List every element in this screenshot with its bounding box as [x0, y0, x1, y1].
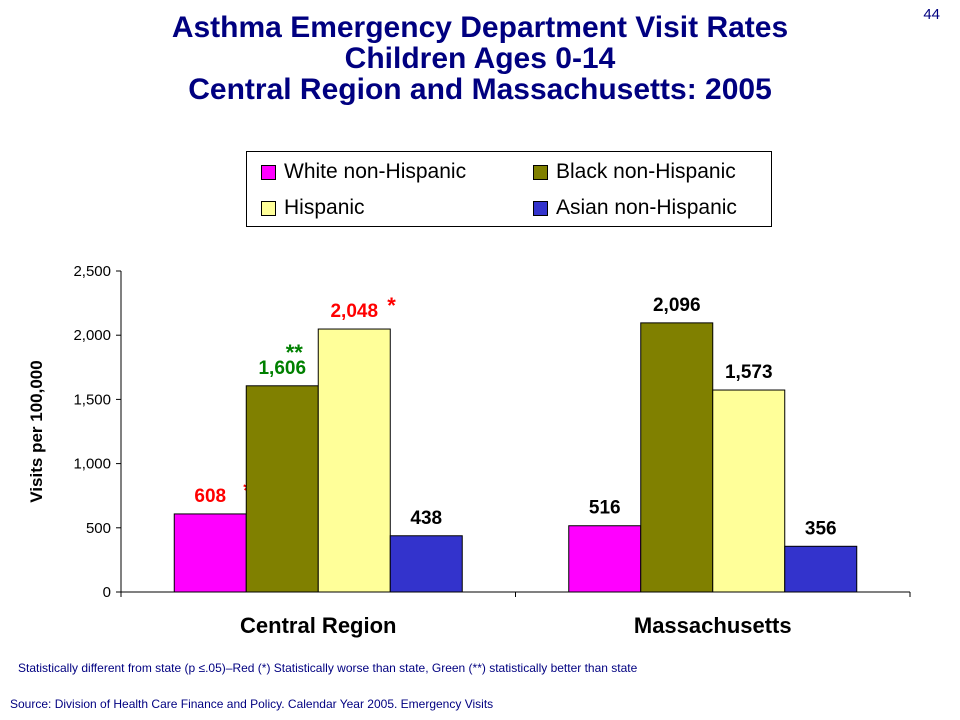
bar-asian-non-hispanic-central-region	[389, 535, 463, 593]
bar-white-non-hispanic-central-region	[173, 513, 247, 593]
chart-title: Asthma Emergency Department Visit Rates …	[0, 12, 960, 105]
significance-marker-hispanic-central-region: *	[387, 293, 396, 318]
y-tick-label: 2,500	[73, 263, 111, 280]
legend-swatch-black-non-hispanic	[533, 164, 548, 180]
title-line-3: Central Region and Massachusetts: 2005	[188, 73, 772, 106]
legend-item-black-non-hispanic: Black non-Hispanic	[533, 154, 785, 190]
page-number: 44	[923, 6, 940, 23]
legend-item-hispanic: Hispanic	[261, 190, 533, 226]
y-axis-title: Visits per 100,000	[27, 360, 46, 502]
data-label-black-non-hispanic-massachusetts: 2,096	[653, 295, 701, 316]
y-tick-label: 1,000	[73, 456, 111, 473]
bar-asian-non-hispanic-massachusetts	[784, 545, 858, 593]
data-label-white-non-hispanic-massachusetts: 516	[589, 498, 621, 519]
legend-swatch-hispanic	[261, 200, 276, 216]
data-label-asian-non-hispanic-massachusetts: 356	[805, 518, 837, 539]
bar-black-non-hispanic-massachusetts	[640, 322, 714, 593]
bar-chart: 0 500 1,000 1,500 2,000 2,500 Visits per 100,0…	[27, 263, 911, 638]
data-label-hispanic-massachusetts: 1,573	[725, 362, 773, 383]
footnote: Statistically different from state (p ≤.…	[18, 661, 638, 675]
data-label-white-non-hispanic-central-region: 608	[194, 486, 226, 507]
y-tick-label: 0	[103, 584, 111, 601]
bar-black-non-hispanic-central-region	[245, 385, 319, 593]
y-tick-label: 2,000	[73, 327, 111, 344]
chart-legend: White non-Hispanic Black non-Hispanic Hi…	[246, 151, 772, 227]
x-category-label-massachusetts: Massachusetts	[634, 613, 792, 638]
title-line-2: Children Ages 0-14	[344, 42, 616, 75]
bar-white-non-hispanic-massachusetts	[568, 525, 642, 593]
x-category-label-central-region: Central Region	[240, 613, 396, 638]
y-tick-label: 1,500	[73, 391, 111, 408]
source-note: Source: Division of Health Care Finance …	[10, 697, 494, 711]
legend-item-asian-non-hispanic: Asian non-Hispanic	[533, 190, 785, 226]
title-line-1: Asthma Emergency Department Visit Rates	[171, 11, 789, 44]
data-label-asian-non-hispanic-central-region: 438	[410, 508, 442, 529]
legend-label-asian-non-hispanic: Asian non-Hispanic	[556, 196, 737, 219]
data-label-black-non-hispanic-central-region: 1,606	[258, 358, 306, 379]
legend-swatch-white-non-hispanic	[261, 164, 276, 180]
legend-label-black-non-hispanic: Black non-Hispanic	[556, 160, 736, 183]
y-tick-label: 500	[86, 520, 111, 537]
bar-hispanic-central-region	[317, 328, 391, 593]
legend-swatch-asian-non-hispanic	[533, 200, 548, 216]
bar-hispanic-massachusetts	[712, 389, 786, 593]
legend-label-hispanic: Hispanic	[284, 196, 365, 219]
data-label-hispanic-central-region: 2,048	[330, 301, 378, 322]
legend-item-white-non-hispanic: White non-Hispanic	[261, 154, 533, 190]
legend-label-white-non-hispanic: White non-Hispanic	[284, 160, 467, 183]
significance-marker-black-non-hispanic-central-region: **	[286, 340, 304, 365]
